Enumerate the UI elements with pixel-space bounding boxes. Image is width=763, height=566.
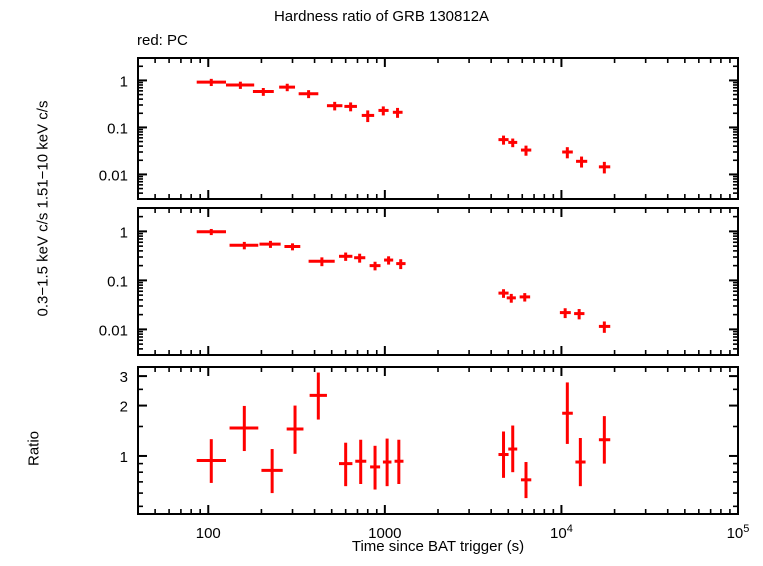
data-point — [286, 405, 304, 454]
data-point — [229, 241, 259, 250]
data-point — [575, 438, 586, 487]
data-point — [508, 425, 518, 473]
data-point — [559, 308, 571, 319]
data-point — [378, 106, 389, 116]
data-point — [519, 293, 531, 302]
data-point — [506, 293, 516, 303]
y-tick-label: 1 — [120, 73, 128, 90]
data-point — [576, 156, 588, 168]
y-tick-label: 0.1 — [107, 120, 128, 137]
data-point — [338, 442, 353, 487]
data-point — [196, 228, 226, 236]
data-point — [394, 439, 404, 484]
x-tick-label: 104 — [550, 523, 573, 542]
data-point — [252, 87, 274, 96]
data-point — [392, 107, 403, 118]
x-axis-label: Time since BAT trigger (s) — [351, 538, 525, 555]
data-point — [370, 445, 381, 490]
y-tick-label: 3 — [120, 369, 128, 386]
data-point — [369, 261, 381, 271]
data-point — [225, 81, 255, 89]
data-point — [382, 438, 392, 487]
data-point — [196, 78, 226, 87]
data-point — [309, 372, 327, 420]
x-tick-label: 100 — [196, 525, 221, 542]
data-point — [298, 90, 319, 99]
data-point — [508, 138, 518, 148]
x-tick-label: 1000 — [368, 525, 401, 542]
panel-frame-middle — [137, 207, 739, 356]
data-point — [259, 240, 281, 248]
data-point — [562, 147, 573, 159]
y-tick-label: 0.1 — [107, 273, 128, 290]
data-point — [355, 439, 367, 484]
data-point — [344, 102, 357, 112]
y-tick-label: 2 — [120, 399, 128, 416]
data-point — [498, 135, 509, 145]
data-point — [498, 289, 509, 298]
data-point — [261, 449, 283, 494]
data-point — [498, 431, 509, 478]
data-point — [384, 256, 394, 265]
data-point — [598, 161, 611, 174]
data-point — [562, 382, 573, 444]
legend-label-pc: red: PC — [137, 32, 188, 49]
data-point — [361, 110, 375, 123]
data-point — [574, 309, 585, 320]
data-point — [338, 252, 353, 261]
panel-frame-top — [137, 57, 739, 200]
data-point — [308, 257, 335, 267]
data-point — [396, 259, 406, 270]
y-tick-label: 0.01 — [99, 167, 128, 184]
page-title: Hardness ratio of GRB 130812A — [273, 8, 490, 25]
data-point — [598, 321, 611, 333]
data-point — [284, 243, 301, 251]
panel-frame-bottom — [137, 366, 739, 515]
x-tick-label: 105 — [727, 523, 750, 542]
data-point — [229, 405, 259, 452]
data-point — [520, 462, 532, 499]
data-point — [520, 145, 532, 156]
data-point — [326, 101, 343, 111]
y-tick-label: 1 — [120, 224, 128, 241]
data-point — [354, 253, 366, 263]
y-tick-label: 1 — [120, 449, 128, 466]
data-point — [196, 439, 226, 483]
y-tick-label: 0.01 — [99, 322, 128, 339]
data-point — [598, 416, 611, 464]
data-point — [279, 83, 296, 92]
